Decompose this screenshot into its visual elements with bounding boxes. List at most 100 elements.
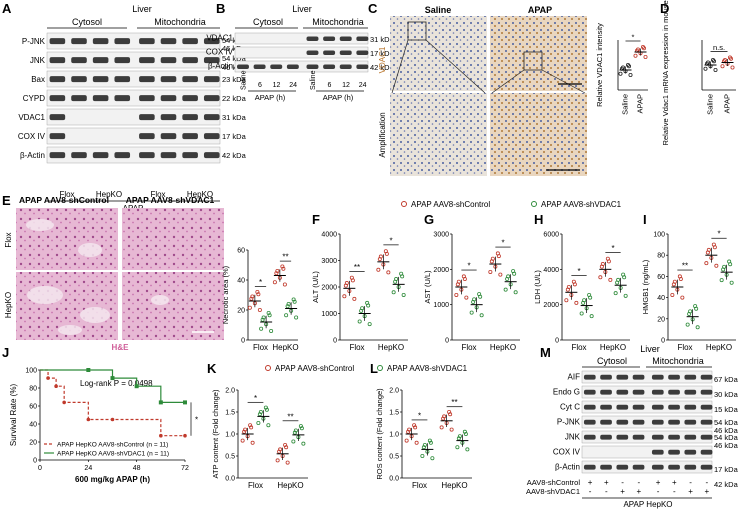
y-tick-label: 3000 (321, 258, 337, 265)
y-tick-label: 0 (445, 338, 449, 345)
data-point (512, 271, 517, 276)
panel-m-row-shcontrol: AAV8-shControl (527, 478, 581, 487)
data-point (298, 424, 303, 429)
blot-band (92, 38, 109, 45)
blot-strip (46, 89, 221, 107)
panel-e-row-flox: Flox (4, 232, 13, 247)
data-point (728, 262, 733, 267)
sig-label: ** (354, 263, 360, 272)
data-point (633, 53, 638, 58)
data-point (359, 308, 364, 313)
sign-shvdac1: + (705, 487, 710, 496)
protein-label: Cyt C (560, 402, 580, 411)
data-point (414, 440, 419, 445)
blot-band (356, 36, 369, 41)
data-point (258, 409, 263, 414)
data-point (589, 314, 594, 319)
y-tick-label: 60 (29, 404, 37, 411)
data-point (255, 289, 260, 294)
category-label: Flox (349, 343, 364, 352)
data-point (376, 267, 381, 272)
panel-letter-j: J (2, 345, 9, 360)
blot-band (668, 389, 680, 395)
data-point (613, 291, 618, 296)
category-label: APAP (723, 94, 732, 113)
data-point (671, 282, 676, 287)
size-label: 42 kDa (370, 63, 395, 72)
panel-letter-f: F (312, 212, 320, 227)
blot-band (49, 57, 66, 64)
data-point (266, 423, 271, 428)
legend-label: APAP HepKO AAV8-shControl (n = 11) (57, 442, 168, 449)
y-axis-label: HMGB1 (ng/mL) (641, 259, 650, 314)
sig-label: ** (287, 412, 293, 421)
size-label: 15 kDa (714, 405, 739, 414)
blot-band (92, 57, 109, 64)
data-point (498, 272, 503, 277)
protein-label: β-Actin (555, 462, 580, 471)
blot-band (286, 64, 299, 69)
panel-c-col-apap: APAP (528, 5, 552, 15)
panel-letter-l: L (370, 361, 378, 376)
blot-band (306, 64, 319, 69)
y-tick-label: 60 (237, 248, 245, 255)
data-point (471, 300, 476, 305)
data-point (503, 287, 508, 292)
y-tick-label: 100 (653, 232, 665, 239)
blot-band (92, 95, 109, 102)
size-label: 54 kDa (714, 418, 739, 427)
data-point (442, 414, 447, 419)
category-label: HepKO (706, 343, 732, 352)
data-point (366, 303, 371, 308)
data-point (678, 277, 683, 282)
blot-band (253, 64, 266, 69)
size-label: 54 kDa (222, 54, 247, 63)
data-point (413, 425, 418, 430)
blot-strip (46, 32, 221, 50)
category-label: HepKO (272, 343, 298, 352)
size-label: 17 kDa (370, 49, 395, 58)
category-label: HepKO (378, 343, 404, 352)
size-label: 46 kDa (222, 63, 247, 72)
category-label: Flox (412, 481, 427, 490)
protein-label: JNK (565, 432, 581, 441)
blot-band (616, 434, 629, 440)
panel-a-group-hepko-2: HepKO (187, 190, 213, 199)
data-point (496, 254, 501, 259)
blot-band (236, 64, 249, 69)
lane-label: 6 (327, 82, 331, 89)
y-axis-label: Relative Vdac1 mRNA expression in mouse … (661, 0, 670, 145)
data-point (574, 300, 579, 305)
blot-band (700, 389, 713, 395)
panel-c-col-saline: Saline (425, 5, 452, 15)
data-point (606, 259, 611, 264)
data-point (455, 445, 460, 450)
sign-shcontrol: + (656, 478, 661, 487)
data-point (694, 306, 699, 311)
protein-label: COX IV (206, 48, 234, 57)
data-point (643, 55, 648, 60)
panel-b-fraction-cytosol: Cytosol (253, 17, 283, 27)
legend-label: APAP HepKO AAV8-shVDAC1 (n = 11) (57, 451, 169, 458)
survival-marker (158, 400, 163, 405)
panel-e-col-control: APAP AAV8-shControl (19, 195, 109, 205)
x-tick-label: 72 (181, 465, 189, 472)
panel-letter-h: H (534, 212, 543, 227)
panel-f-chart: 0 1000 2000 3000 4000 ALT (U/L) Flox ** HepKO * (311, 232, 408, 352)
ihc-apap-low (490, 16, 587, 91)
blot-band (668, 374, 680, 380)
blot-band (632, 374, 645, 380)
sig-label: * (632, 33, 635, 42)
he-flox-control (16, 208, 118, 270)
panel-letter-m: M (540, 345, 551, 360)
survival-marker (183, 400, 187, 405)
data-point (695, 325, 700, 330)
blot-band (700, 464, 713, 470)
data-point (427, 438, 432, 443)
data-point (712, 59, 717, 64)
size-label: 42 kDa (222, 151, 247, 160)
panel-e-stain: H&E (112, 343, 130, 352)
panel-i-chart: 0 20 40 60 80 100 HMGB1 (ng/mL) Flox ** HepKO * (641, 230, 736, 352)
data-point (292, 430, 297, 435)
sign-shcontrol: - (638, 478, 641, 487)
